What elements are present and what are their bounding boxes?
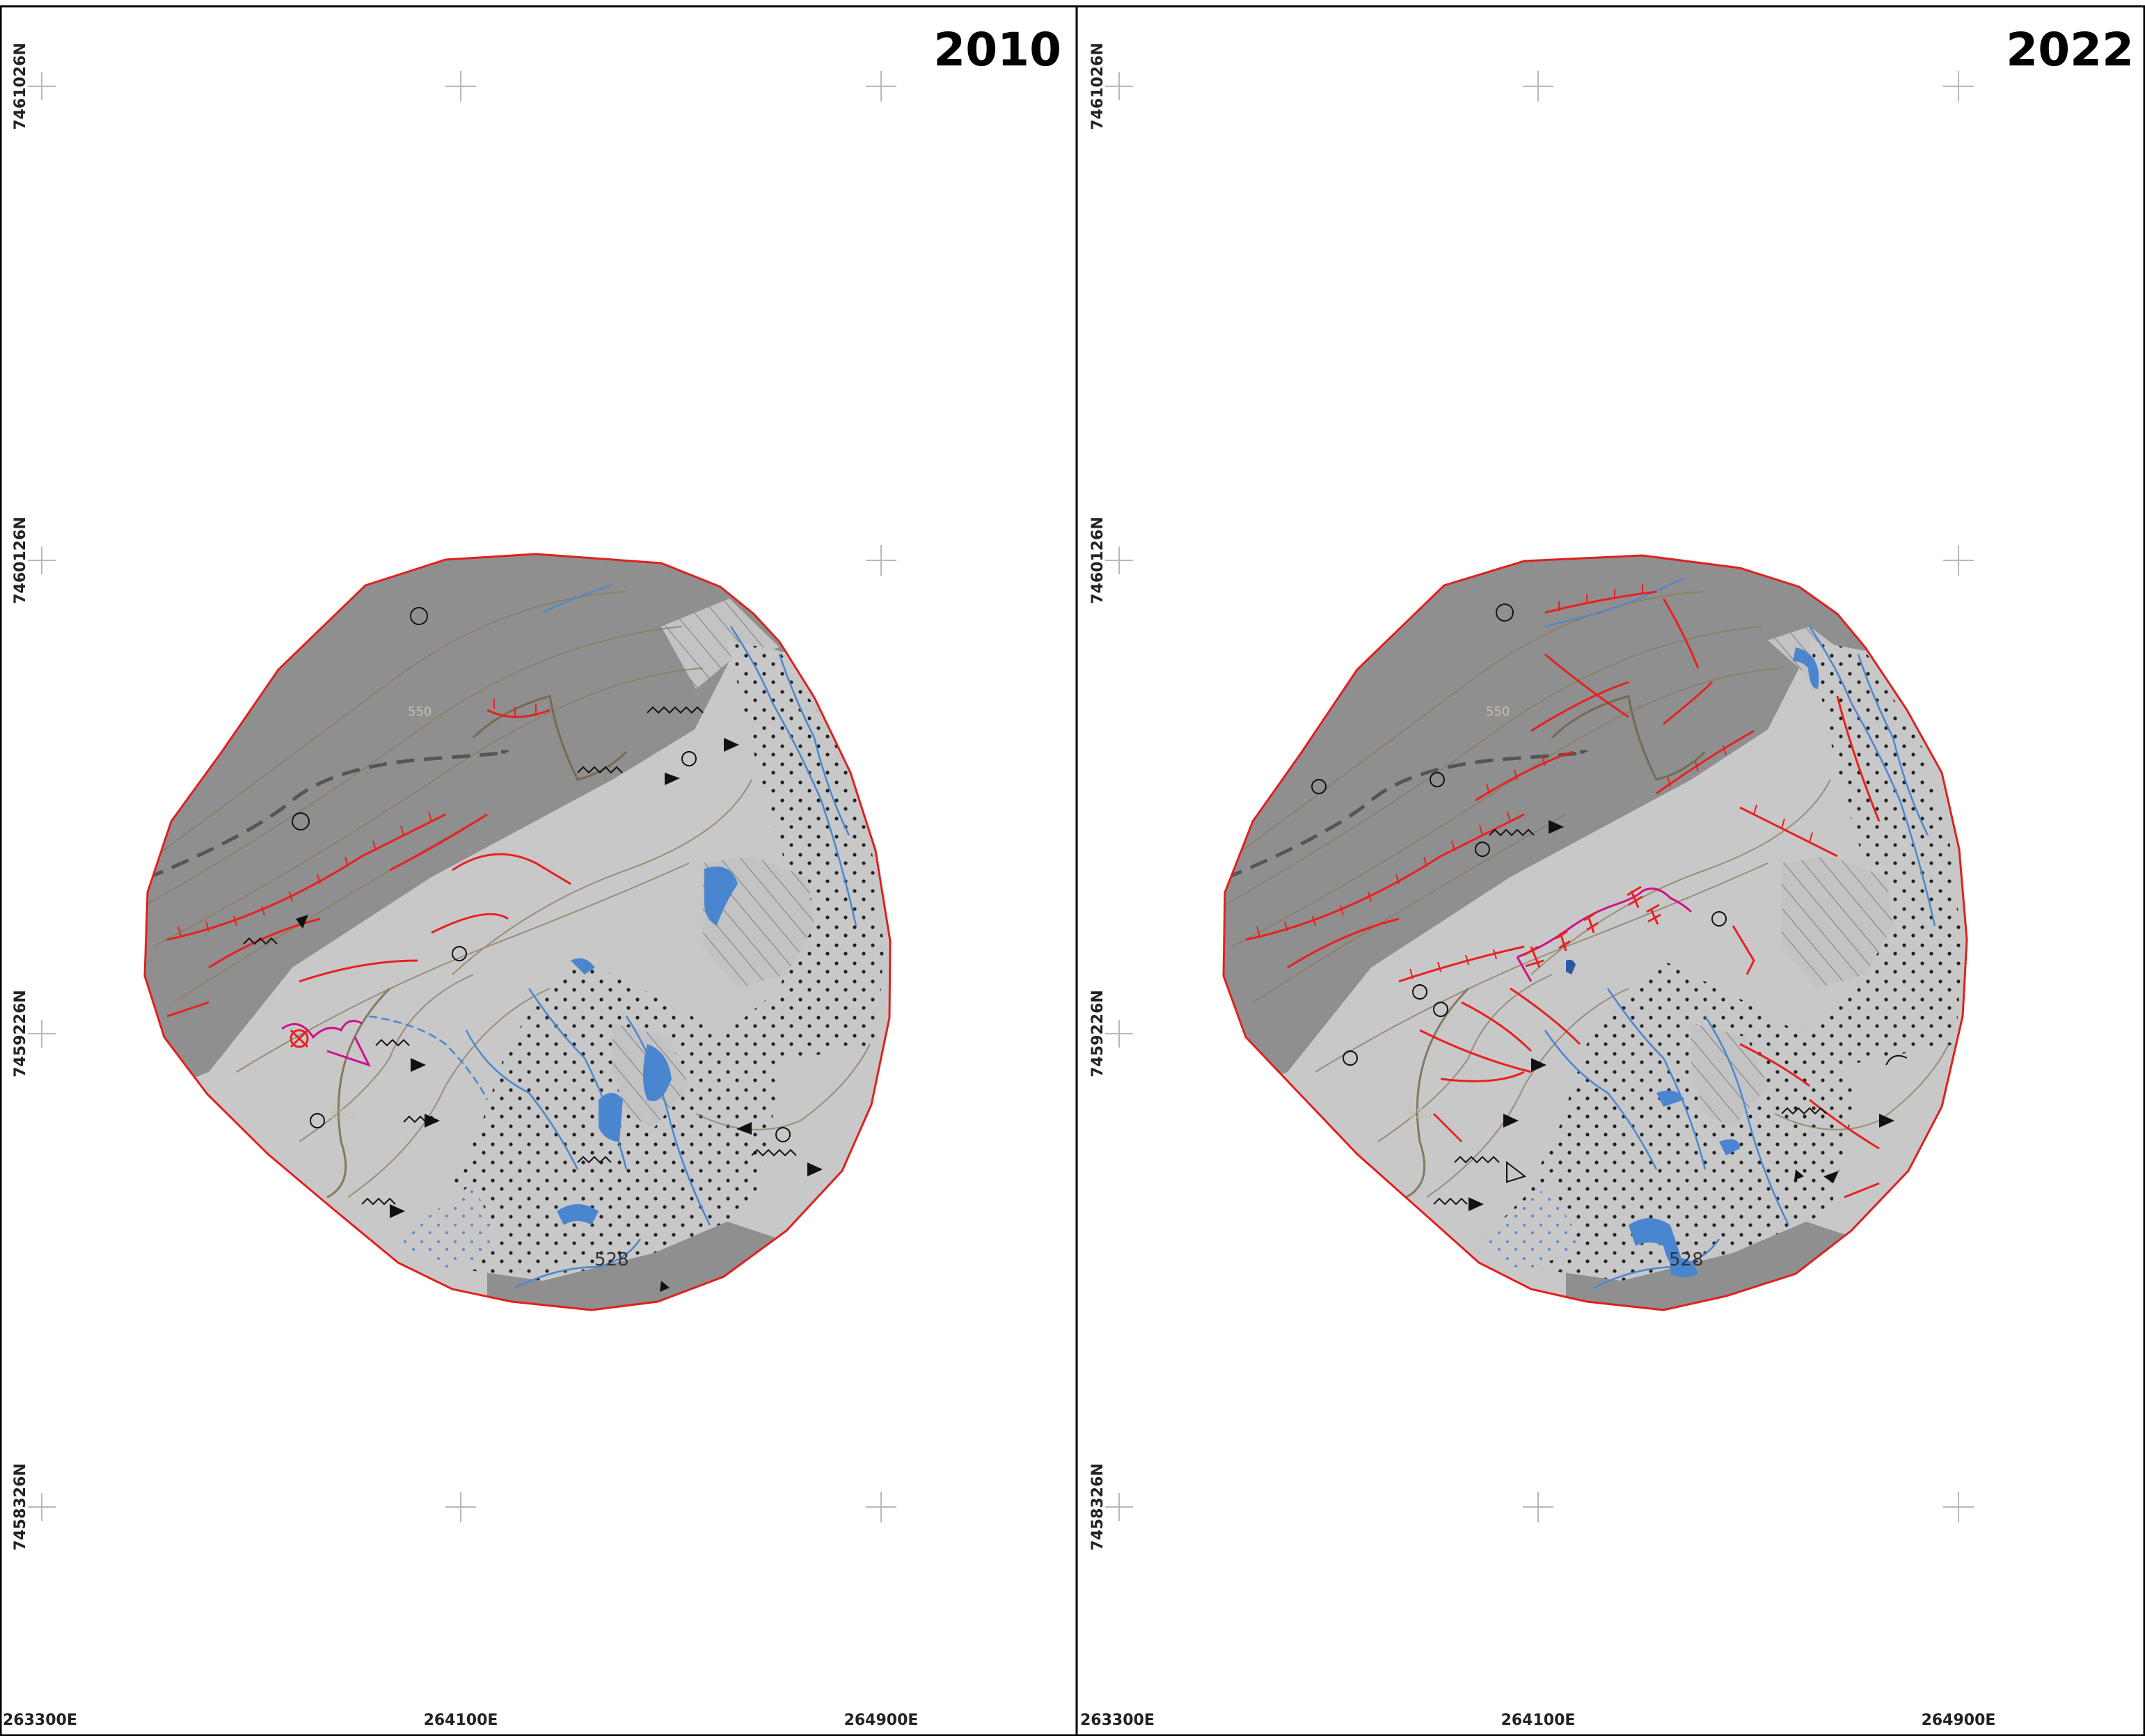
outer-frame [0, 5, 2145, 1736]
spot-height-528: 528 [594, 1249, 629, 1270]
study-area-outline-2022 [1222, 554, 1968, 1311]
easting-label-3: 264900E [844, 1712, 919, 1729]
northing-label-1-2022: 7461026N [1089, 42, 1107, 130]
contour-label-550: 550 [408, 704, 432, 719]
easting-label-2: 264100E [424, 1712, 498, 1729]
northing-label-1: 7461026N [12, 42, 29, 130]
panel-title-2010: 2010 [933, 23, 1061, 77]
panel-title-2022: 2022 [2006, 23, 2134, 77]
map-panel-2010: 550 550 528 [143, 553, 892, 1311]
grid-crosses [28, 71, 1974, 1522]
spot-height-528-2022: 528 [1669, 1249, 1704, 1270]
map-panel-2022: 550 550 528 [1222, 554, 1968, 1311]
easting-label-3-2022: 264900E [1922, 1712, 1996, 1729]
northing-label-3: 7459226N [12, 990, 29, 1078]
contour-label-550-south-2022: 550 [1408, 1107, 1432, 1121]
easting-label-2-2022: 264100E [1501, 1712, 1576, 1729]
northing-label-2-2022: 7460126N [1089, 516, 1107, 604]
northing-label-4: 7458326N [12, 1463, 29, 1551]
easting-label-1-2022: 263300E [1080, 1712, 1155, 1729]
northing-label-4-2022: 7458326N [1089, 1463, 1107, 1551]
contour-label-550-2022: 550 [1486, 704, 1510, 719]
easting-label-1: 263300E [3, 1712, 77, 1729]
northing-label-3-2022: 7459226N [1089, 990, 1107, 1078]
study-area-outline-2010 [143, 553, 892, 1311]
northing-label-2: 7460126N [12, 516, 29, 604]
contour-label-550-south: 550 [330, 1107, 354, 1121]
